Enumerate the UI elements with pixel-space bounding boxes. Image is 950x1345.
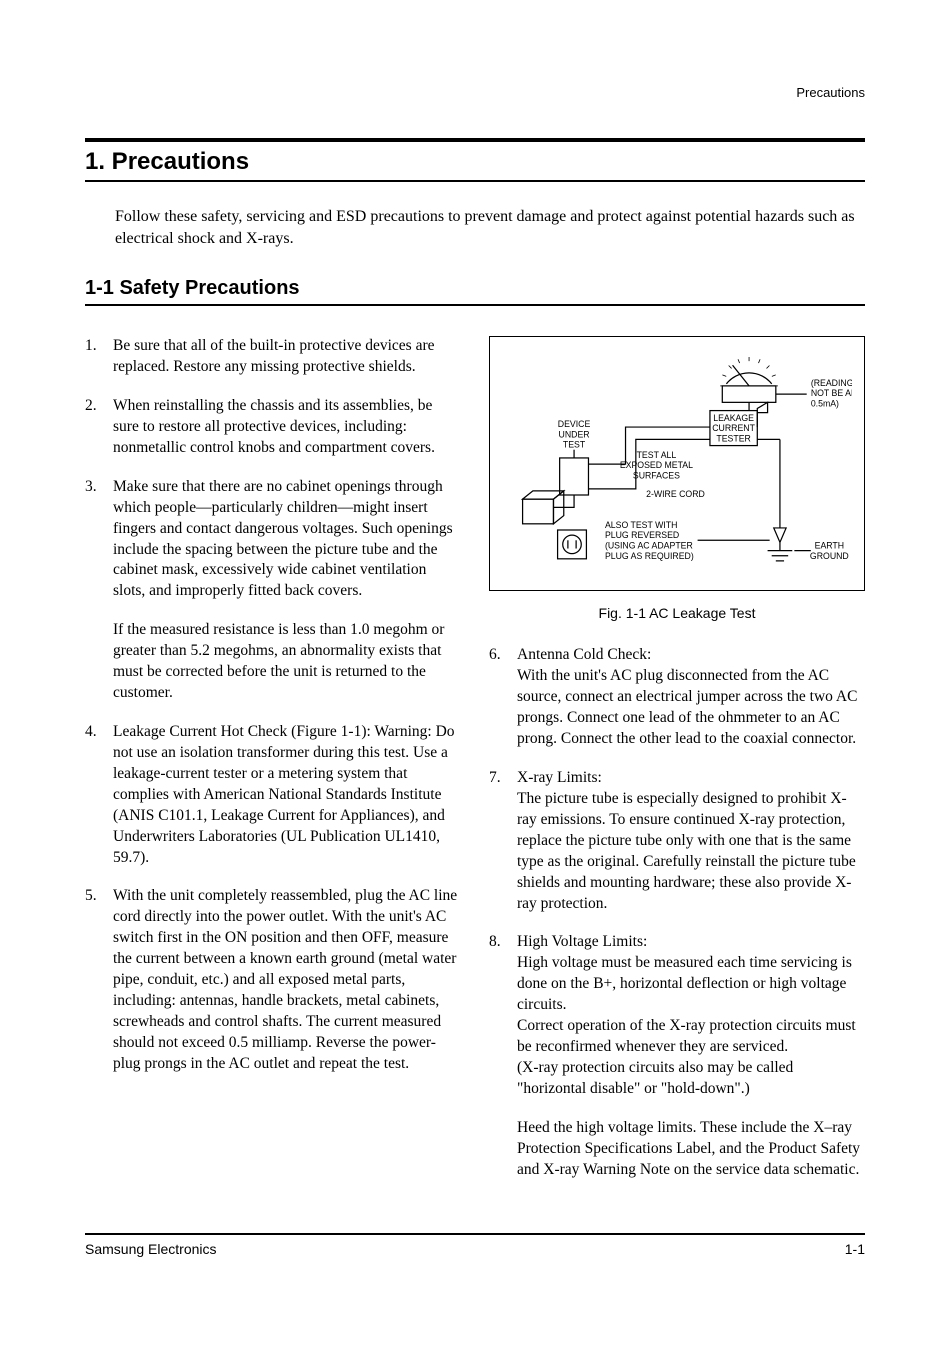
item-text: (X-ray protection circuits also may be c… <box>517 1058 865 1100</box>
item-text: Be sure that all of the built-in protect… <box>113 336 461 378</box>
svg-text:LEAKAGE: LEAKAGE <box>713 413 754 423</box>
item-text: When reinstalling the chassis and its as… <box>113 396 461 459</box>
svg-text:2-WIRE CORD: 2-WIRE CORD <box>646 489 705 499</box>
svg-text:EXPOSED METAL: EXPOSED METAL <box>620 460 693 470</box>
item-text: With the unit completely reassembled, pl… <box>113 886 461 1074</box>
item-body: Make sure that there are no cabinet open… <box>113 477 461 704</box>
svg-text:(USING AC ADAPTER: (USING AC ADAPTER <box>605 541 693 551</box>
svg-text:TEST ALL: TEST ALL <box>637 450 677 460</box>
svg-text:EARTH: EARTH <box>815 541 844 551</box>
figure-caption: Fig. 1-1 AC Leakage Test <box>489 605 865 621</box>
list-item: 5.With the unit completely reassembled, … <box>85 886 461 1074</box>
list-item: 8.High Voltage Limits:High voltage must … <box>489 932 865 1180</box>
item-body: When reinstalling the chassis and its as… <box>113 396 461 459</box>
item-number: 7. <box>489 768 517 914</box>
svg-text:UNDER: UNDER <box>559 430 590 440</box>
precautions-list-left: 1.Be sure that all of the built-in prote… <box>85 336 461 1075</box>
right-column: (READING SHOULDNOT BE ABOVE0.5mA) LEAKAGE… <box>489 336 865 1198</box>
list-item: 6.Antenna Cold Check:With the unit's AC … <box>489 645 865 750</box>
item-extra: If the measured resistance is less than … <box>113 620 461 704</box>
item-text: With the unit's AC plug disconnected fro… <box>517 666 865 750</box>
left-column: 1.Be sure that all of the built-in prote… <box>85 336 461 1198</box>
precautions-list-right: 6.Antenna Cold Check:With the unit's AC … <box>489 645 865 1180</box>
item-body: Be sure that all of the built-in protect… <box>113 336 461 378</box>
list-item: 4.Leakage Current Hot Check (Figure 1-1)… <box>85 722 461 868</box>
item-number: 2. <box>85 396 113 459</box>
item-text: Antenna Cold Check: <box>517 645 865 666</box>
item-text: X-ray Limits: <box>517 768 865 789</box>
item-text: Correct operation of the X-ray protectio… <box>517 1016 865 1058</box>
svg-text:TESTER: TESTER <box>716 434 750 444</box>
svg-text:ALSO TEST WITH: ALSO TEST WITH <box>605 520 677 530</box>
leakage-test-diagram: (READING SHOULDNOT BE ABOVE0.5mA) LEAKAGE… <box>502 355 852 571</box>
item-number: 1. <box>85 336 113 378</box>
list-item: 7.X-ray Limits:The picture tube is espec… <box>489 768 865 914</box>
item-extra: Heed the high voltage limits. These incl… <box>517 1118 865 1181</box>
section-title: 1. Precautions <box>85 138 865 182</box>
item-body: Antenna Cold Check:With the unit's AC pl… <box>517 645 865 750</box>
subsection-title: 1-1 Safety Precautions <box>85 277 865 306</box>
item-text: High voltage must be measured each time … <box>517 953 865 1016</box>
item-number: 4. <box>85 722 113 868</box>
item-text: Leakage Current Hot Check (Figure 1-1): … <box>113 722 461 868</box>
page-footer: Samsung Electronics 1-1 <box>85 1233 865 1257</box>
list-item: 2.When reinstalling the chassis and its … <box>85 396 461 459</box>
item-body: X-ray Limits:The picture tube is especia… <box>517 768 865 914</box>
svg-text:PLUG AS REQUIRED): PLUG AS REQUIRED) <box>605 551 694 561</box>
svg-text:DEVICE: DEVICE <box>558 419 591 429</box>
svg-text:TEST: TEST <box>563 440 586 450</box>
item-number: 5. <box>85 886 113 1074</box>
intro-paragraph: Follow these safety, servicing and ESD p… <box>115 206 865 249</box>
list-item: 1.Be sure that all of the built-in prote… <box>85 336 461 378</box>
figure-1-1: (READING SHOULDNOT BE ABOVE0.5mA) LEAKAGE… <box>489 336 865 591</box>
footer-right: 1-1 <box>845 1241 865 1257</box>
list-item: 3.Make sure that there are no cabinet op… <box>85 477 461 704</box>
item-body: High Voltage Limits:High voltage must be… <box>517 932 865 1180</box>
item-number: 6. <box>489 645 517 750</box>
two-column-layout: 1.Be sure that all of the built-in prote… <box>85 336 865 1198</box>
svg-text:0.5mA): 0.5mA) <box>811 399 839 409</box>
item-number: 3. <box>85 477 113 704</box>
item-body: Leakage Current Hot Check (Figure 1-1): … <box>113 722 461 868</box>
item-body: With the unit completely reassembled, pl… <box>113 886 461 1074</box>
footer-left: Samsung Electronics <box>85 1241 217 1257</box>
running-header: Precautions <box>85 85 865 100</box>
item-number: 8. <box>489 932 517 1180</box>
item-text: The picture tube is especially designed … <box>517 789 865 915</box>
svg-text:SURFACES: SURFACES <box>633 471 680 481</box>
svg-text:CURRENT: CURRENT <box>712 423 755 433</box>
item-text: Make sure that there are no cabinet open… <box>113 477 461 603</box>
svg-text:(READING SHOULD: (READING SHOULD <box>811 378 852 388</box>
svg-text:NOT BE ABOVE: NOT BE ABOVE <box>811 388 852 398</box>
svg-text:PLUG REVERSED: PLUG REVERSED <box>605 530 679 540</box>
svg-text:GROUND: GROUND <box>810 551 849 561</box>
item-text: High Voltage Limits: <box>517 932 865 953</box>
